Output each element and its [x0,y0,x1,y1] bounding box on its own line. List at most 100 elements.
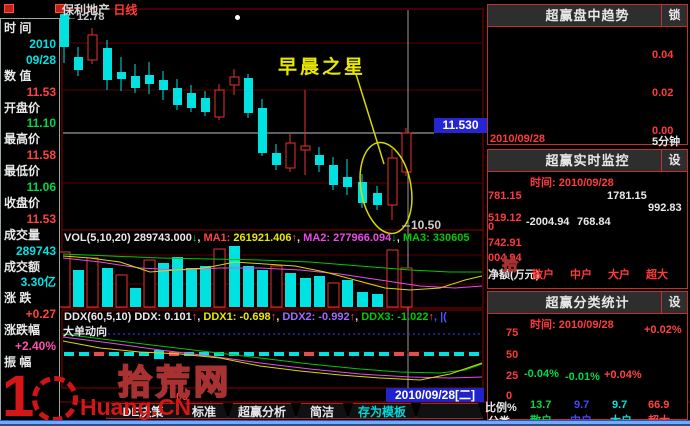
quote-field-value: 2010 [29,36,56,51]
indicator-text: ↓ [191,232,198,244]
stats-ratio-value: 66.9 [648,399,670,411]
stats-bar-pct: -0.01% [565,371,600,383]
trend-period-label[interactable]: 5分钟 [652,136,681,148]
stats-ratio-value: 9.7 [612,399,628,411]
toolbar-tab-6[interactable] [416,403,483,419]
window-icon[interactable] [4,4,14,13]
indicator-text: -0.992 [318,311,350,323]
monitor-axis-tick: 742.91 [488,237,522,249]
watermark-site-name: 拾荒网 [117,364,232,402]
quote-field-label: 成交额 [4,259,41,274]
quote-field-label: 收盘价 [4,195,41,210]
stats-bar-pct: +0.02% [644,324,682,336]
stock-name: 保利地产 [62,3,111,17]
monitor-bar-value: 1781.15 [607,190,647,202]
indicator-text: ↓ [391,232,397,244]
monitor-header: 超赢实时监控 设 [488,150,687,172]
stats-ratio-value: 9.7 [574,399,590,411]
monitor-axis-tick: 0 [488,221,495,233]
current-price-label: 11.530 [434,118,487,133]
stats-bar-pct: -0.04% [524,368,559,380]
quote-field-value: 289743 [15,243,56,258]
monitor-bar-value: 768.84 [577,216,611,228]
monitor-settings-button[interactable]: 设 [661,150,687,171]
quote-field-label: 开盘价 [4,100,41,115]
stats-axis-tick: 0 [506,390,513,402]
quote-field-label: 涨 跌 [4,291,32,306]
quote-field-label: 振 幅 [4,354,32,369]
month-axis-label: 09 [176,391,189,403]
high-marker-label: ←12.78 [66,11,105,23]
panel-intraday-trend: 超赢盘中趋势 锁 [487,4,688,145]
indicator-text: 0.101 [164,311,192,323]
window-bottom-edge [0,420,690,426]
indicator-text: DDX1: [203,311,240,323]
stats-axis-tick: 75 [506,327,519,339]
trend-axis-tick: 0.00 [652,125,674,137]
quote-field-label: 最低价 [4,164,41,179]
monitor-axis-tick: 519.12 [488,212,522,224]
indicator-text: DDX: [134,311,165,323]
indicator-text: DDX(60,5,10) [64,311,135,323]
quote-field-value: 11.58 [26,148,56,163]
monitor-title: 超赢实时监控 [545,153,630,168]
chart-title: 保利地产 日线 [62,1,137,17]
indicator-text: , [297,232,304,244]
indicator-text: ↑ [191,311,198,323]
monitor-axis-tick: 004.94 [488,252,522,264]
toolbar-tab-2[interactable]: 标准 [180,403,228,419]
star-marker-icon [235,15,240,20]
toolbar-tab-4[interactable]: 简洁 [296,403,348,419]
trend-axis-tick: 0.04 [652,49,674,61]
watermark-digit-one: 1 [2,364,35,426]
indicator-text: 289743.000 [133,232,192,244]
indicator-text: 330605 [432,232,470,244]
watermark-mini: 拾 [501,257,523,274]
indicator-text: , [276,311,283,323]
trend-header: 超赢盘中趋势 锁 [488,5,687,27]
stats-time-label: 时间: 2010/09/28 [530,319,614,331]
indicator-text: ↑ [270,311,277,323]
period-label[interactable]: 日线 [113,3,138,17]
net-amount-label: 净额(万元) [488,269,540,281]
indicator-text: ↑ [428,311,434,323]
quote-field-label: 时 间 [4,21,32,35]
indicator-text: , [396,232,403,244]
indicator-text: MA1: [203,232,234,244]
indicator-text: 261921.406 [233,232,292,244]
indicator-text: , [197,311,204,323]
indicator-text: VOL(5,10,20) [64,232,134,244]
stats-ratio-value: 13.7 [530,399,552,411]
stats-bar-pct: +0.04% [604,369,642,381]
quote-field-value: 11.06 [26,180,56,194]
indicator-text: 277966.094 [333,232,392,244]
stats-axis-tick: 25 [506,370,519,382]
indicator-text: DDX2: [282,311,319,323]
stats-settings-button[interactable]: 设 [661,292,687,313]
watermark-gear-icon [32,376,78,422]
toolbar-tab-3[interactable]: 超赢分析 [228,403,296,419]
quote-field-value: 11.53 [26,84,56,99]
quote-field-label: 最高价 [4,132,41,147]
ratio-row-label: 比例% [485,402,517,414]
trend-title: 超赢盘中趋势 [545,8,630,23]
indicator-text: -0.698 [239,311,271,323]
stats-axis-tick: 50 [506,349,519,361]
quote-field-label: 涨跌幅 [4,323,41,338]
quote-field-value: 3.30亿 [20,275,56,290]
morning-star-annotation: 早晨之星 [278,57,367,78]
lock-button[interactable]: 锁 [661,5,687,26]
quote-field-value: +0.27 [25,307,56,322]
indicator-text: DDX3: [361,311,398,323]
indicator-text: MA3: [402,232,433,244]
quote-sidebar: 时 间 2010 09/28 数 值 11.53 开盘价 11.10 最高价 11.58 最低价 1… [0,18,60,426]
trend-axis-tick: 0.02 [652,87,674,99]
stock-icon[interactable] [55,4,65,13]
toolbar-tab-5[interactable]: 存为模板 [348,403,416,419]
indicator-text: MA2: [303,232,334,244]
monitor-bar-value: 992.83 [648,202,682,214]
low-price-label: 10.50 [411,218,442,232]
indicator-text: , [355,311,362,323]
quote-field-value: 11.53 [26,211,56,226]
